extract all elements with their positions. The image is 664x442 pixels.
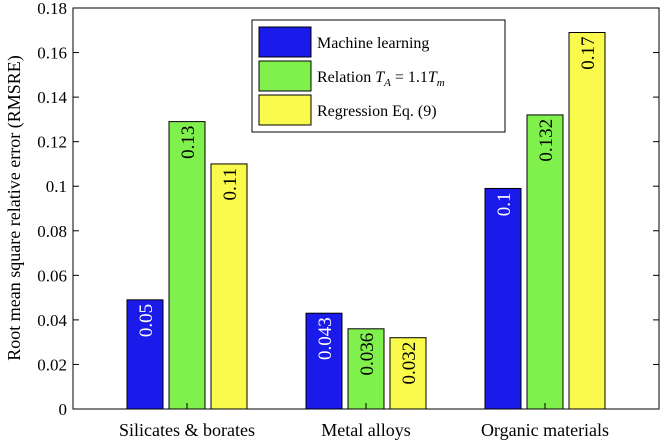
legend-swatch-relation [258,60,312,92]
bar [210,163,248,410]
legend-swatch-machine-learning [258,26,312,58]
bar-value-label: 0.17 [578,37,599,70]
y-tick-label: 0.16 [37,44,67,63]
y-axis-ticks: 0 0.02 0.04 0.06 0.08 0.1 0.12 0.14 0.16 0.18 [37,0,659,419]
x-category-label: Organic materials [481,420,609,440]
legend: Machine learning Relation TA = 1.1Tm Reg… [251,19,506,133]
legend-label-relation: Relation TA = 1.1Tm [317,69,445,89]
legend-swatch-regression [258,94,312,126]
y-tick-label: 0 [59,400,68,419]
bar [347,328,385,410]
y-tick-label: 0.04 [37,311,67,330]
x-category-label: Metal alloys [321,420,410,440]
bar [168,121,206,410]
bar-value-label: 0.132 [536,119,557,162]
bar-value-label: 0.036 [357,333,378,376]
y-tick-label: 0.18 [37,0,67,18]
bar-value-label: 0.11 [220,168,241,201]
bar-value-label: 0.032 [399,342,420,385]
y-tick-label: 0.06 [37,266,67,285]
bar-value-label: 0.1 [494,192,515,216]
bars-group: 0.05 0.13 0.11 0.043 0.036 0.032 0.1 0.132 0.17 [126,32,606,410]
y-tick-label: 0.1 [46,177,67,196]
bar [305,312,343,410]
bar-value-label: 0.043 [315,317,336,360]
y-axis-label: Root mean square relative error (RMSRE) [4,55,25,360]
legend-label-regression: Regression Eq. (9) [317,103,437,120]
legend-label-machine-learning: Machine learning [317,35,429,52]
bar [484,187,522,410]
y-tick-label: 0.02 [37,355,67,374]
y-tick-label: 0.12 [37,133,67,152]
y-tick-label: 0.14 [37,88,67,107]
bar [126,299,164,410]
bar [389,337,427,410]
bar-value-label: 0.13 [178,126,199,159]
x-category-label: Silicates & borates [119,420,255,440]
bar-value-label: 0.05 [136,304,157,337]
y-tick-label: 0.08 [37,222,67,241]
x-axis-categories: Silicates & borates Metal alloys Organic m… [119,403,609,440]
bar [568,32,606,410]
